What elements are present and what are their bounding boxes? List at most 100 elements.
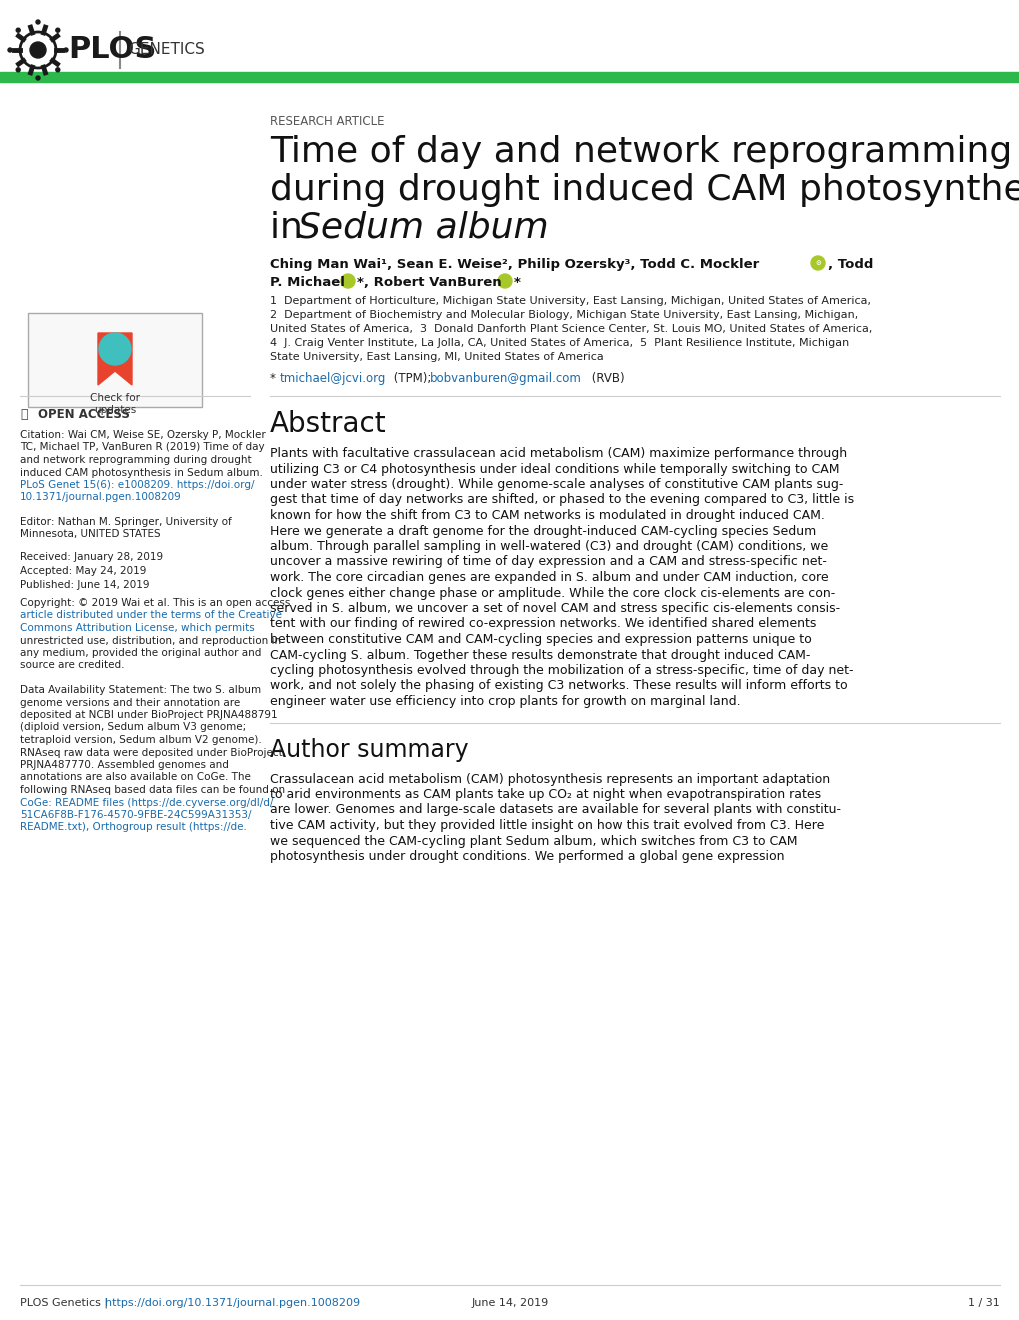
Text: State University, East Lansing, MI, United States of America: State University, East Lansing, MI, Unit… bbox=[270, 352, 603, 362]
Circle shape bbox=[30, 42, 46, 58]
Text: are lower. Genomes and large-scale datasets are available for several plants wit: are lower. Genomes and large-scale datas… bbox=[270, 804, 841, 817]
Text: annotations are also available on CoGe. The: annotations are also available on CoGe. … bbox=[20, 772, 251, 783]
Text: cycling photosynthesis evolved through the mobilization of a stress-specific, ti: cycling photosynthesis evolved through t… bbox=[270, 664, 853, 677]
Text: Copyright: © 2019 Wai et al. This is an open access: Copyright: © 2019 Wai et al. This is an … bbox=[20, 598, 290, 609]
Text: under water stress (drought). While genome-scale analyses of constitutive CAM pl: under water stress (drought). While geno… bbox=[270, 478, 843, 491]
Circle shape bbox=[340, 275, 355, 288]
Text: article distributed under the terms of the Creative: article distributed under the terms of t… bbox=[20, 610, 281, 620]
Circle shape bbox=[16, 67, 20, 71]
Text: uncover a massive rewiring of time of day expression and a CAM and stress-specif: uncover a massive rewiring of time of da… bbox=[270, 556, 826, 569]
Text: during drought induced CAM photosynthesis: during drought induced CAM photosynthesi… bbox=[270, 173, 1019, 207]
Text: induced CAM photosynthesis in Sedum album.: induced CAM photosynthesis in Sedum albu… bbox=[20, 467, 263, 478]
Text: United States of America,  3  Donald Danforth Plant Science Center, St. Louis MO: United States of America, 3 Donald Danfo… bbox=[270, 323, 871, 334]
Text: deposited at NCBI under BioProject PRJNA488791: deposited at NCBI under BioProject PRJNA… bbox=[20, 710, 277, 719]
Circle shape bbox=[99, 333, 130, 366]
Text: CoGe: README files (https://de.cyverse.org/dl/d/: CoGe: README files (https://de.cyverse.o… bbox=[20, 797, 273, 808]
Text: Data Availability Statement: The two S. album: Data Availability Statement: The two S. … bbox=[20, 685, 261, 696]
Circle shape bbox=[64, 48, 68, 51]
Text: README.txt), Orthogroup result (https://de.: README.txt), Orthogroup result (https://… bbox=[20, 822, 247, 833]
Text: album. Through parallel sampling in well-watered (C3) and drought (CAM) conditio: album. Through parallel sampling in well… bbox=[270, 540, 827, 553]
Text: genome versions and their annotation are: genome versions and their annotation are bbox=[20, 697, 240, 708]
Text: TC, Michael TP, VanBuren R (2019) Time of day: TC, Michael TP, VanBuren R (2019) Time o… bbox=[20, 442, 264, 453]
Text: Check for
updates: Check for updates bbox=[90, 393, 140, 416]
Text: June 14, 2019: June 14, 2019 bbox=[471, 1298, 548, 1308]
Text: PLoS Genet 15(6): e1008209. https://doi.org/: PLoS Genet 15(6): e1008209. https://doi.… bbox=[20, 480, 255, 490]
Text: 10.1371/journal.pgen.1008209: 10.1371/journal.pgen.1008209 bbox=[20, 492, 181, 503]
Text: 4  J. Craig Venter Institute, La Jolla, CA, United States of America,  5  Plant : 4 J. Craig Venter Institute, La Jolla, C… bbox=[270, 338, 849, 348]
Text: Abstract: Abstract bbox=[270, 411, 386, 438]
Text: Published: June 14, 2019: Published: June 14, 2019 bbox=[20, 579, 150, 590]
Text: 🔓: 🔓 bbox=[20, 408, 28, 421]
Text: work. The core circadian genes are expanded in S. album and under CAM induction,: work. The core circadian genes are expan… bbox=[270, 572, 827, 583]
Text: we sequenced the CAM-cycling plant Sedum album, which switches from C3 to CAM: we sequenced the CAM-cycling plant Sedum… bbox=[270, 834, 797, 847]
Text: *: * bbox=[514, 276, 521, 289]
Text: unrestricted use, distribution, and reproduction in: unrestricted use, distribution, and repr… bbox=[20, 635, 281, 645]
Text: Received: January 28, 2019: Received: January 28, 2019 bbox=[20, 552, 163, 562]
Circle shape bbox=[810, 256, 824, 271]
Text: following RNAseq based data files can be found on: following RNAseq based data files can be… bbox=[20, 785, 285, 795]
Polygon shape bbox=[98, 333, 131, 385]
Text: PLOS Genetics |: PLOS Genetics | bbox=[20, 1298, 111, 1308]
Text: (diploid version, Sedum album V3 genome;: (diploid version, Sedum album V3 genome; bbox=[20, 722, 246, 733]
Text: and network reprogramming during drought: and network reprogramming during drought bbox=[20, 455, 252, 465]
Text: Author summary: Author summary bbox=[270, 738, 468, 762]
Text: RNAseq raw data were deposited under BioProject: RNAseq raw data were deposited under Bio… bbox=[20, 747, 282, 758]
Text: 51CA6F8B-F176-4570-9FBE-24C599A31353/: 51CA6F8B-F176-4570-9FBE-24C599A31353/ bbox=[20, 810, 252, 820]
Circle shape bbox=[36, 20, 40, 24]
Text: Citation: Wai CM, Weise SE, Ozersky P, Mockler: Citation: Wai CM, Weise SE, Ozersky P, M… bbox=[20, 430, 266, 440]
Text: (TPM);: (TPM); bbox=[389, 372, 435, 385]
Text: ⊙: ⊙ bbox=[814, 260, 820, 267]
Text: any medium, provided the original author and: any medium, provided the original author… bbox=[20, 648, 261, 657]
Text: Here we generate a draft genome for the drought-induced CAM-cycling species Sedu: Here we generate a draft genome for the … bbox=[270, 524, 815, 537]
Text: GENETICS: GENETICS bbox=[127, 42, 205, 58]
Text: source are credited.: source are credited. bbox=[20, 660, 124, 671]
Text: , Todd: , Todd bbox=[827, 257, 872, 271]
Text: bobvanburen@gmail.com: bobvanburen@gmail.com bbox=[430, 372, 581, 385]
Text: *: * bbox=[270, 372, 279, 385]
Circle shape bbox=[56, 67, 60, 71]
Text: tive CAM activity, but they provided little insight on how this trait evolved fr: tive CAM activity, but they provided lit… bbox=[270, 818, 823, 832]
Text: clock genes either change phase or amplitude. While the core clock cis-elements : clock genes either change phase or ampli… bbox=[270, 586, 835, 599]
Circle shape bbox=[16, 28, 20, 32]
Circle shape bbox=[36, 77, 40, 81]
Text: gest that time of day networks are shifted, or phased to the evening compared to: gest that time of day networks are shift… bbox=[270, 494, 853, 507]
Text: Commons Attribution License, which permits: Commons Attribution License, which permi… bbox=[20, 623, 255, 634]
Text: utilizing C3 or C4 photosynthesis under ideal conditions while temporally switch: utilizing C3 or C4 photosynthesis under … bbox=[270, 462, 839, 475]
Text: https://doi.org/10.1371/journal.pgen.1008209: https://doi.org/10.1371/journal.pgen.100… bbox=[105, 1298, 360, 1308]
Circle shape bbox=[497, 275, 512, 288]
Text: Sedum album: Sedum album bbox=[298, 211, 548, 246]
Text: served in S. album, we uncover a set of novel CAM and stress specific cis-elemen: served in S. album, we uncover a set of … bbox=[270, 602, 840, 615]
Text: Time of day and network reprogramming: Time of day and network reprogramming bbox=[270, 135, 1011, 169]
Text: Plants with facultative crassulacean acid metabolism (CAM) maximize performance : Plants with facultative crassulacean aci… bbox=[270, 447, 847, 459]
Text: tetraploid version, Sedum album V2 genome).: tetraploid version, Sedum album V2 genom… bbox=[20, 735, 262, 744]
Text: Editor: Nathan M. Springer, University of: Editor: Nathan M. Springer, University o… bbox=[20, 517, 231, 527]
Bar bbox=[0, 73, 1019, 82]
Text: 2  Department of Biochemistry and Molecular Biology, Michigan State University, : 2 Department of Biochemistry and Molecul… bbox=[270, 310, 857, 319]
FancyBboxPatch shape bbox=[28, 313, 202, 407]
Text: tent with our finding of rewired co-expression networks. We identified shared el: tent with our finding of rewired co-expr… bbox=[270, 618, 815, 631]
Text: to arid environments as CAM plants take up CO₂ at night when evapotranspiration : to arid environments as CAM plants take … bbox=[270, 788, 820, 801]
Text: OPEN ACCESS: OPEN ACCESS bbox=[38, 408, 129, 421]
Text: PLOS: PLOS bbox=[68, 36, 156, 65]
Text: 1  Department of Horticulture, Michigan State University, East Lansing, Michigan: 1 Department of Horticulture, Michigan S… bbox=[270, 296, 870, 306]
Text: RESEARCH ARTICLE: RESEARCH ARTICLE bbox=[270, 115, 384, 128]
Text: known for how the shift from C3 to CAM networks is modulated in drought induced : known for how the shift from C3 to CAM n… bbox=[270, 510, 824, 521]
Text: 1 / 31: 1 / 31 bbox=[967, 1298, 999, 1308]
Text: tmichael@jcvi.org: tmichael@jcvi.org bbox=[280, 372, 386, 385]
Text: work, and not solely the phasing of existing C3 networks. These results will inf: work, and not solely the phasing of exis… bbox=[270, 680, 847, 693]
Circle shape bbox=[56, 28, 60, 32]
Text: between constitutive CAM and CAM-cycling species and expression patterns unique : between constitutive CAM and CAM-cycling… bbox=[270, 634, 811, 645]
Text: PRJNA487770. Assembled genomes and: PRJNA487770. Assembled genomes and bbox=[20, 760, 228, 770]
Text: engineer water use efficiency into crop plants for growth on marginal land.: engineer water use efficiency into crop … bbox=[270, 696, 740, 708]
Circle shape bbox=[8, 48, 12, 51]
Text: in: in bbox=[270, 211, 314, 246]
Text: Ching Man Wai¹, Sean E. Weise², Philip Ozersky³, Todd C. Mockler: Ching Man Wai¹, Sean E. Weise², Philip O… bbox=[270, 257, 758, 271]
Text: CAM-cycling S. album. Together these results demonstrate that drought induced CA: CAM-cycling S. album. Together these res… bbox=[270, 648, 809, 661]
Text: P. Michael: P. Michael bbox=[270, 276, 344, 289]
Text: *, Robert VanBuren: *, Robert VanBuren bbox=[357, 276, 501, 289]
Text: photosynthesis under drought conditions. We performed a global gene expression: photosynthesis under drought conditions.… bbox=[270, 850, 784, 863]
Text: Accepted: May 24, 2019: Accepted: May 24, 2019 bbox=[20, 566, 147, 576]
Text: Crassulacean acid metabolism (CAM) photosynthesis represents an important adapta: Crassulacean acid metabolism (CAM) photo… bbox=[270, 772, 829, 785]
Text: Minnesota, UNITED STATES: Minnesota, UNITED STATES bbox=[20, 529, 160, 540]
Text: (RVB): (RVB) bbox=[587, 372, 624, 385]
